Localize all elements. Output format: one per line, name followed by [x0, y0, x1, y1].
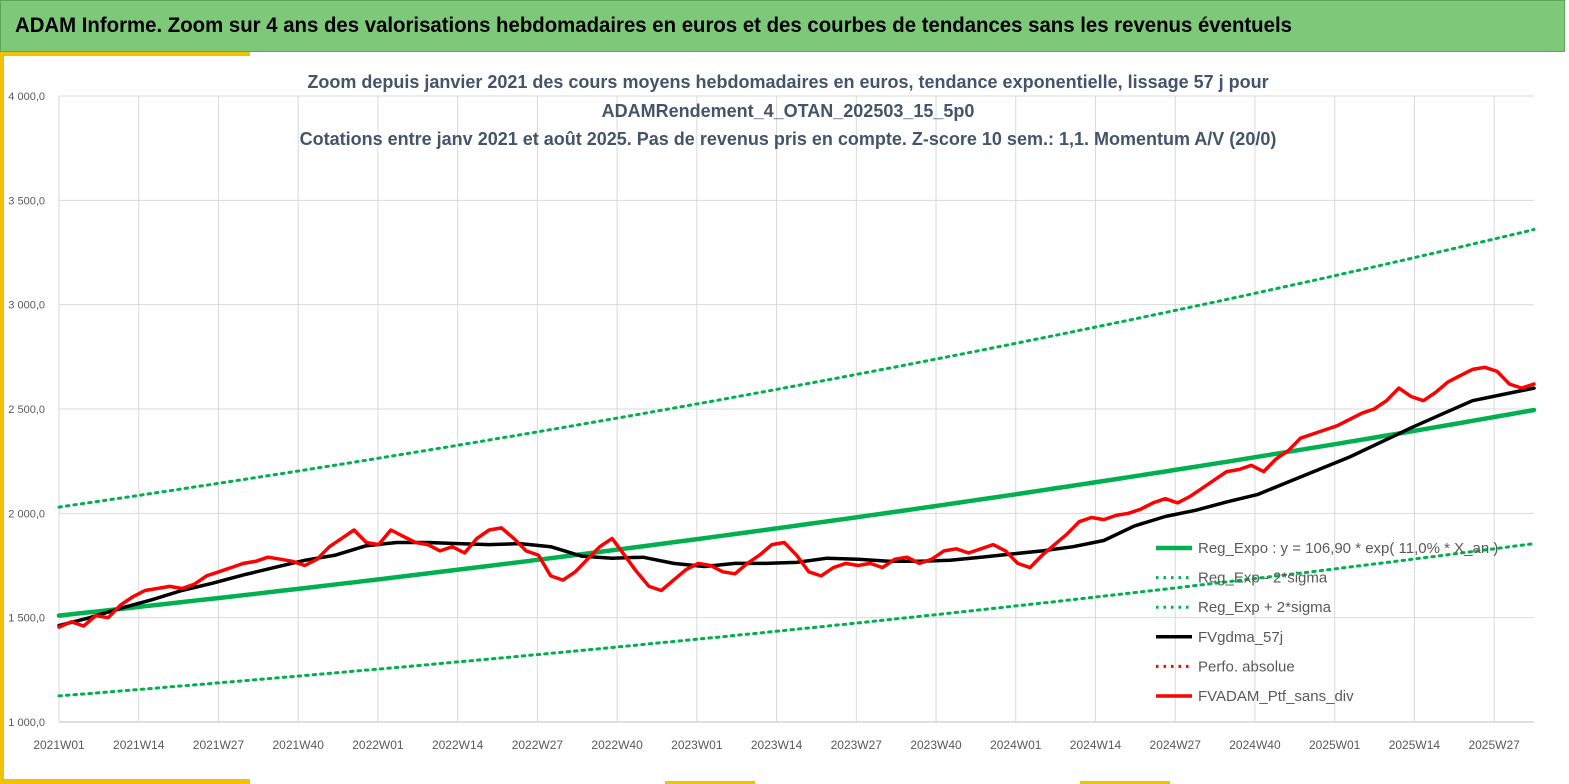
series-reg-exp-minus-2sigma [57, 542, 1536, 698]
y-tick-label: 3 000,0 [8, 300, 45, 312]
grid [58, 95, 1534, 723]
legend-label: Reg_Exp + 2*sigma [1198, 599, 1332, 616]
legend-label: Reg_Exp - 2*sigma [1198, 570, 1328, 587]
x-tick-label: 2024W27 [1150, 738, 1202, 752]
accent-bar-top-left [0, 52, 250, 56]
x-tick-label: 2025W01 [1309, 738, 1361, 752]
y-tick-label: 4 000,0 [8, 91, 45, 103]
accent-bar-bottom-left [0, 779, 250, 784]
x-tick-label: 2021W27 [193, 738, 245, 752]
x-tick-label: 2022W01 [352, 738, 404, 752]
legend-label: Perfo. absolue [1198, 658, 1295, 675]
x-tick-label: 2023W14 [751, 738, 803, 752]
header-bar: ADAM Informe. Zoom sur 4 ans des valoris… [0, 0, 1565, 52]
y-tick-label: 2 000,0 [8, 508, 45, 520]
accent-bar-bottom-middle [665, 781, 755, 784]
legend-label: FVADAM_Ptf_sans_div [1198, 688, 1354, 705]
x-tick-label: 2021W40 [273, 738, 325, 752]
x-tick-label: 2023W27 [831, 738, 883, 752]
x-tick-label: 2024W01 [990, 738, 1042, 752]
y-tick-label: 2 500,0 [8, 404, 45, 416]
x-tick-label: 2024W14 [1070, 738, 1122, 752]
x-tick-label: 2022W27 [512, 738, 564, 752]
y-tick-label: 1 000,0 [8, 717, 45, 729]
chart-title-line: Cotations entre janv 2021 et août 2025. … [300, 129, 1277, 149]
legend-label: FVgdma_57j [1198, 629, 1283, 646]
axes: 1 000,0 1 500,0 2 000,0 2 500,0 3 000,0 3 500… [8, 91, 1534, 752]
x-tick-label: 2024W40 [1229, 738, 1281, 752]
page-title: ADAM Informe. Zoom sur 4 ans des valoris… [15, 14, 1292, 37]
series-reg-exp-plus-2sigma [57, 228, 1536, 509]
x-tick-label: 2022W14 [432, 738, 484, 752]
y-tick-label: 3 500,0 [8, 195, 45, 207]
accent-bar-left [0, 52, 4, 782]
x-tick-label: 2025W14 [1389, 738, 1441, 752]
series-fvgdma-57j [57, 386, 1536, 628]
x-tick-label: 2021W01 [33, 738, 85, 752]
chart-title: Zoom depuis janvier 2021 des cours moyen… [300, 72, 1277, 149]
series-group [56, 228, 1537, 698]
chart-title-line: Zoom depuis janvier 2021 des cours moyen… [307, 72, 1268, 92]
legend-label: Reg_Expo : y = 106,90 * exp( 11,0% * X_a… [1198, 540, 1498, 557]
chart-title-line: ADAMRendement_4_OTAN_202503_15_5p0 [602, 101, 975, 121]
x-tick-label: 2022W40 [591, 738, 643, 752]
x-tick-label: 2021W14 [113, 738, 165, 752]
series-fvadam-ptf [57, 365, 1536, 629]
legend: Reg_Expo : y = 106,90 * exp( 11,0% * X_a… [1156, 540, 1498, 705]
accent-bar-bottom-right [1080, 781, 1170, 784]
y-tick-label: 1 500,0 [8, 613, 45, 625]
x-tick-label: 2023W40 [910, 738, 962, 752]
x-tick-label: 2025W27 [1468, 738, 1520, 752]
x-tick-label: 2023W01 [671, 738, 723, 752]
